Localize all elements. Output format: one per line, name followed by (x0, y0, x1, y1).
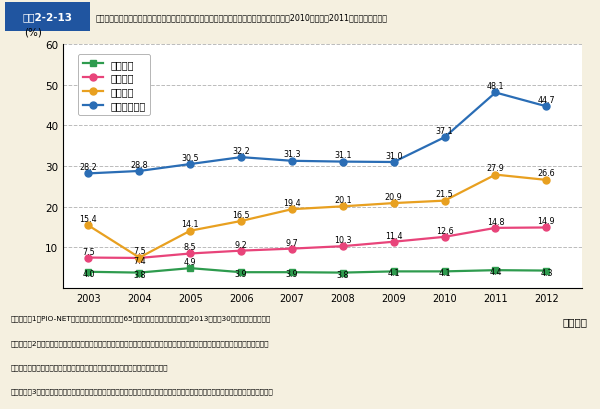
Text: 27.9: 27.9 (487, 164, 505, 173)
電話勧誘販売 (441, 135, 448, 140)
Text: 12.6: 12.6 (436, 226, 454, 235)
電話勧誘販売 (339, 160, 346, 165)
店舗購入 (187, 266, 194, 271)
電話勧誘販売 (187, 162, 194, 167)
訪問販売 (187, 252, 194, 256)
店舗購入 (390, 269, 397, 274)
通信販売 (390, 201, 397, 206)
店舗購入 (136, 270, 143, 275)
通信販売 (187, 229, 194, 234)
店舗購入 (289, 270, 296, 275)
通信販売 (289, 207, 296, 212)
Text: 3．ここでは、販売購入形態のうち、「店舗購入」、「訪問販売」、「通信販売」、「電話勧誘販売」を取り上げている。: 3．ここでは、販売購入形態のうち、「店舗購入」、「訪問販売」、「通信販売」、「電… (11, 387, 274, 394)
Text: 21.5: 21.5 (436, 190, 454, 199)
電話勧誘販売 (136, 169, 143, 174)
Text: 2．法的な意味での契約・申込の有無ではない。例えば、架空請求のように消費者が契約・申込をしていないのに、請求: 2．法的な意味での契約・申込の有無ではない。例えば、架空請求のように消費者が契約… (11, 339, 269, 346)
通信販売 (441, 199, 448, 204)
Text: 44.7: 44.7 (538, 96, 555, 105)
Text: 14.8: 14.8 (487, 217, 504, 226)
Text: 16.5: 16.5 (232, 210, 250, 219)
店舗購入 (543, 268, 550, 273)
訪問販売 (136, 256, 143, 261)
店舗購入 (492, 268, 499, 273)
Text: 4.3: 4.3 (540, 268, 553, 277)
Text: 9.2: 9.2 (235, 240, 247, 249)
Text: 32.2: 32.2 (232, 146, 250, 155)
Text: 11.4: 11.4 (385, 231, 403, 240)
Text: を受けているケースについても「既に契約・申込した」となる。: を受けているケースについても「既に契約・申込した」となる。 (11, 363, 168, 370)
Text: 20.9: 20.9 (385, 192, 403, 201)
Text: 3.8: 3.8 (337, 270, 349, 279)
Text: 15.4: 15.4 (80, 214, 97, 223)
Text: 31.0: 31.0 (385, 151, 403, 160)
通信販売 (85, 223, 92, 228)
Text: 31.1: 31.1 (334, 151, 352, 160)
Text: 9.7: 9.7 (286, 238, 298, 247)
Text: 7.4: 7.4 (133, 257, 146, 265)
Text: 4.4: 4.4 (489, 267, 502, 276)
Text: 14.1: 14.1 (181, 220, 199, 229)
電話勧誘販売 (85, 171, 92, 176)
訪問販売 (339, 244, 346, 249)
Line: 電話勧誘販売: 電話勧誘販売 (85, 90, 550, 178)
Text: 10.3: 10.3 (334, 236, 352, 245)
Text: 20.1: 20.1 (334, 196, 352, 204)
通信販売 (238, 219, 245, 224)
Text: 48.1: 48.1 (487, 82, 504, 91)
Text: 37.1: 37.1 (436, 126, 454, 135)
電話勧誘販売 (238, 155, 245, 160)
Text: 3.9: 3.9 (235, 270, 247, 279)
Text: (%): (%) (24, 28, 42, 38)
訪問販売 (543, 225, 550, 230)
訪問販売 (85, 256, 92, 261)
Text: 図表2-2-13: 図表2-2-13 (23, 12, 73, 22)
電話勧誘販売 (390, 160, 397, 165)
Text: 4.1: 4.1 (439, 269, 451, 278)
Text: 30.5: 30.5 (181, 153, 199, 162)
Legend: 店舗購入, 訪問販売, 通信販売, 電話勧誘販売: 店舗購入, 訪問販売, 通信販売, 電話勧誘販売 (78, 55, 151, 116)
Line: 訪問販売: 訪問販売 (85, 225, 550, 262)
Text: 26.6: 26.6 (538, 169, 555, 178)
店舗購入 (339, 270, 346, 275)
Text: 3.8: 3.8 (133, 270, 146, 279)
訪問販売 (289, 247, 296, 252)
Line: 通信販売: 通信販売 (85, 172, 550, 261)
Text: 4.0: 4.0 (82, 269, 95, 278)
電話勧誘販売 (492, 91, 499, 96)
電話勧誘販売 (289, 159, 296, 164)
通信販売 (339, 204, 346, 209)
店舗購入 (238, 270, 245, 275)
電話勧誘販売 (543, 105, 550, 110)
訪問販売 (390, 240, 397, 245)
通信販売 (492, 173, 499, 178)
Text: 8.5: 8.5 (184, 243, 197, 252)
Text: 28.2: 28.2 (80, 162, 97, 171)
店舗購入 (85, 270, 92, 274)
訪問販売 (238, 249, 245, 254)
Text: 4.1: 4.1 (388, 269, 400, 278)
店舗購入 (441, 269, 448, 274)
訪問販売 (492, 226, 499, 231)
Text: 7.5: 7.5 (82, 247, 95, 256)
Text: 19.4: 19.4 (283, 198, 301, 207)
訪問販売 (441, 235, 448, 240)
Text: 31.3: 31.3 (283, 150, 301, 159)
Bar (5, 3, 90, 32)
Text: （年度）: （年度） (562, 316, 587, 326)
Text: 3.9: 3.9 (286, 270, 298, 279)
Text: （備考）　1．PIO-NETに登録された契約当事者が65歳以上の消費生活相談情報（2013年４月30日までの登録分）。: （備考） 1．PIO-NETに登録された契約当事者が65歳以上の消費生活相談情報… (11, 315, 271, 322)
Line: 店舗購入: 店舗購入 (85, 265, 550, 276)
通信販売 (543, 178, 550, 183)
通信販売 (136, 256, 143, 261)
Text: 7.5: 7.5 (133, 247, 146, 256)
Text: 14.9: 14.9 (538, 217, 555, 226)
Text: 高齢者のトラブルでは、「電話勧誘販売」で相談時に「まだ契約・申込していない」割合が2010年度から2011年度にかけて急増: 高齢者のトラブルでは、「電話勧誘販売」で相談時に「まだ契約・申込していない」割合… (96, 13, 388, 22)
Text: 28.8: 28.8 (131, 160, 148, 169)
Text: 4.9: 4.9 (184, 257, 197, 266)
